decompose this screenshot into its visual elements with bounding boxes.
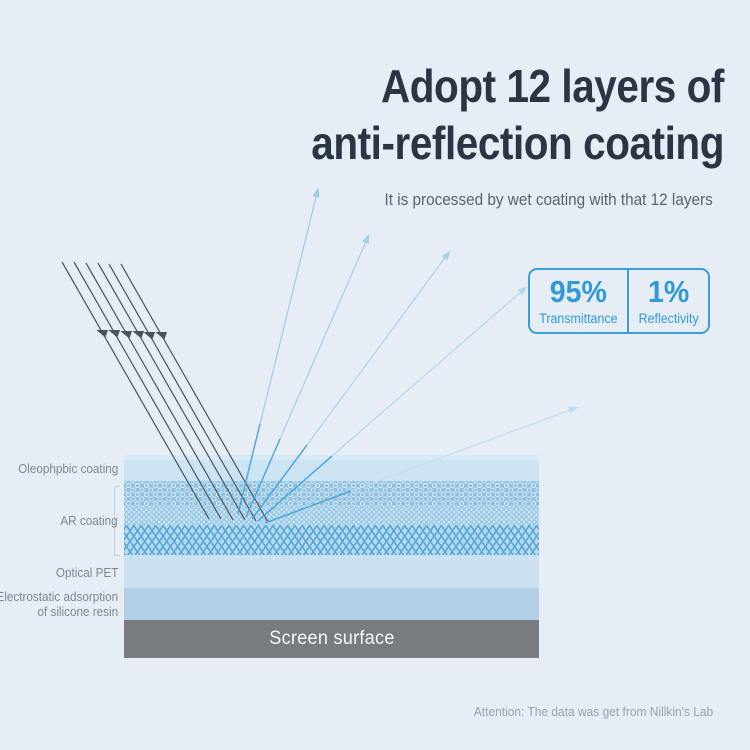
page-title: Adopt 12 layers of anti-reflection coati… [311,58,724,172]
reflectivity-value: 1% [647,274,689,310]
label-oleophobic-coating: Oleophpbic coating [17,461,118,476]
label-electrostatic-line-2: of silicone resin [37,604,119,619]
layer-optical-pet [124,555,539,588]
footer-attention-note: Attention: The data was get from Nillkin… [473,704,713,719]
label-optical-pet: Optical PET [55,565,118,580]
layer-screen-surface: Screen surface [124,620,539,658]
incident-ray-arrowheads [96,329,168,340]
page-subtitle: It is processed by wet coating with that… [384,190,713,209]
stats-divider [626,270,629,332]
layer-electrostatic-adsorption [124,588,539,620]
label-electrostatic-adsorption: Electrostatic adsorption of silicone res… [0,589,118,619]
layer-ar-coating-circle-texture [124,481,539,507]
reflectivity-label: Reflectivity [638,310,699,326]
transmittance-cell: 95% Transmittance [534,270,623,332]
layer-ar-coating-herringbone-texture [124,525,539,555]
transmittance-label: Transmittance [539,310,618,326]
layer-oleophobic-coating [124,455,539,481]
reflected-rays [259,192,574,492]
label-ar-coating: AR coating [60,513,118,528]
layer-ar-coating-dot-texture [124,507,539,525]
title-line-2: anti-reflection coating [311,117,724,170]
coating-layer-stack: Screen surface [124,455,539,658]
stats-box: 95% Transmittance 1% Reflectivity [528,268,710,334]
title-line-1: Adopt 12 layers of [380,60,724,112]
screen-surface-label: Screen surface [268,628,395,649]
label-electrostatic-line-1: Electrostatic adsorption [0,589,118,604]
transmittance-value: 95% [549,274,607,310]
reflectivity-cell: 1% Reflectivity [632,270,705,332]
